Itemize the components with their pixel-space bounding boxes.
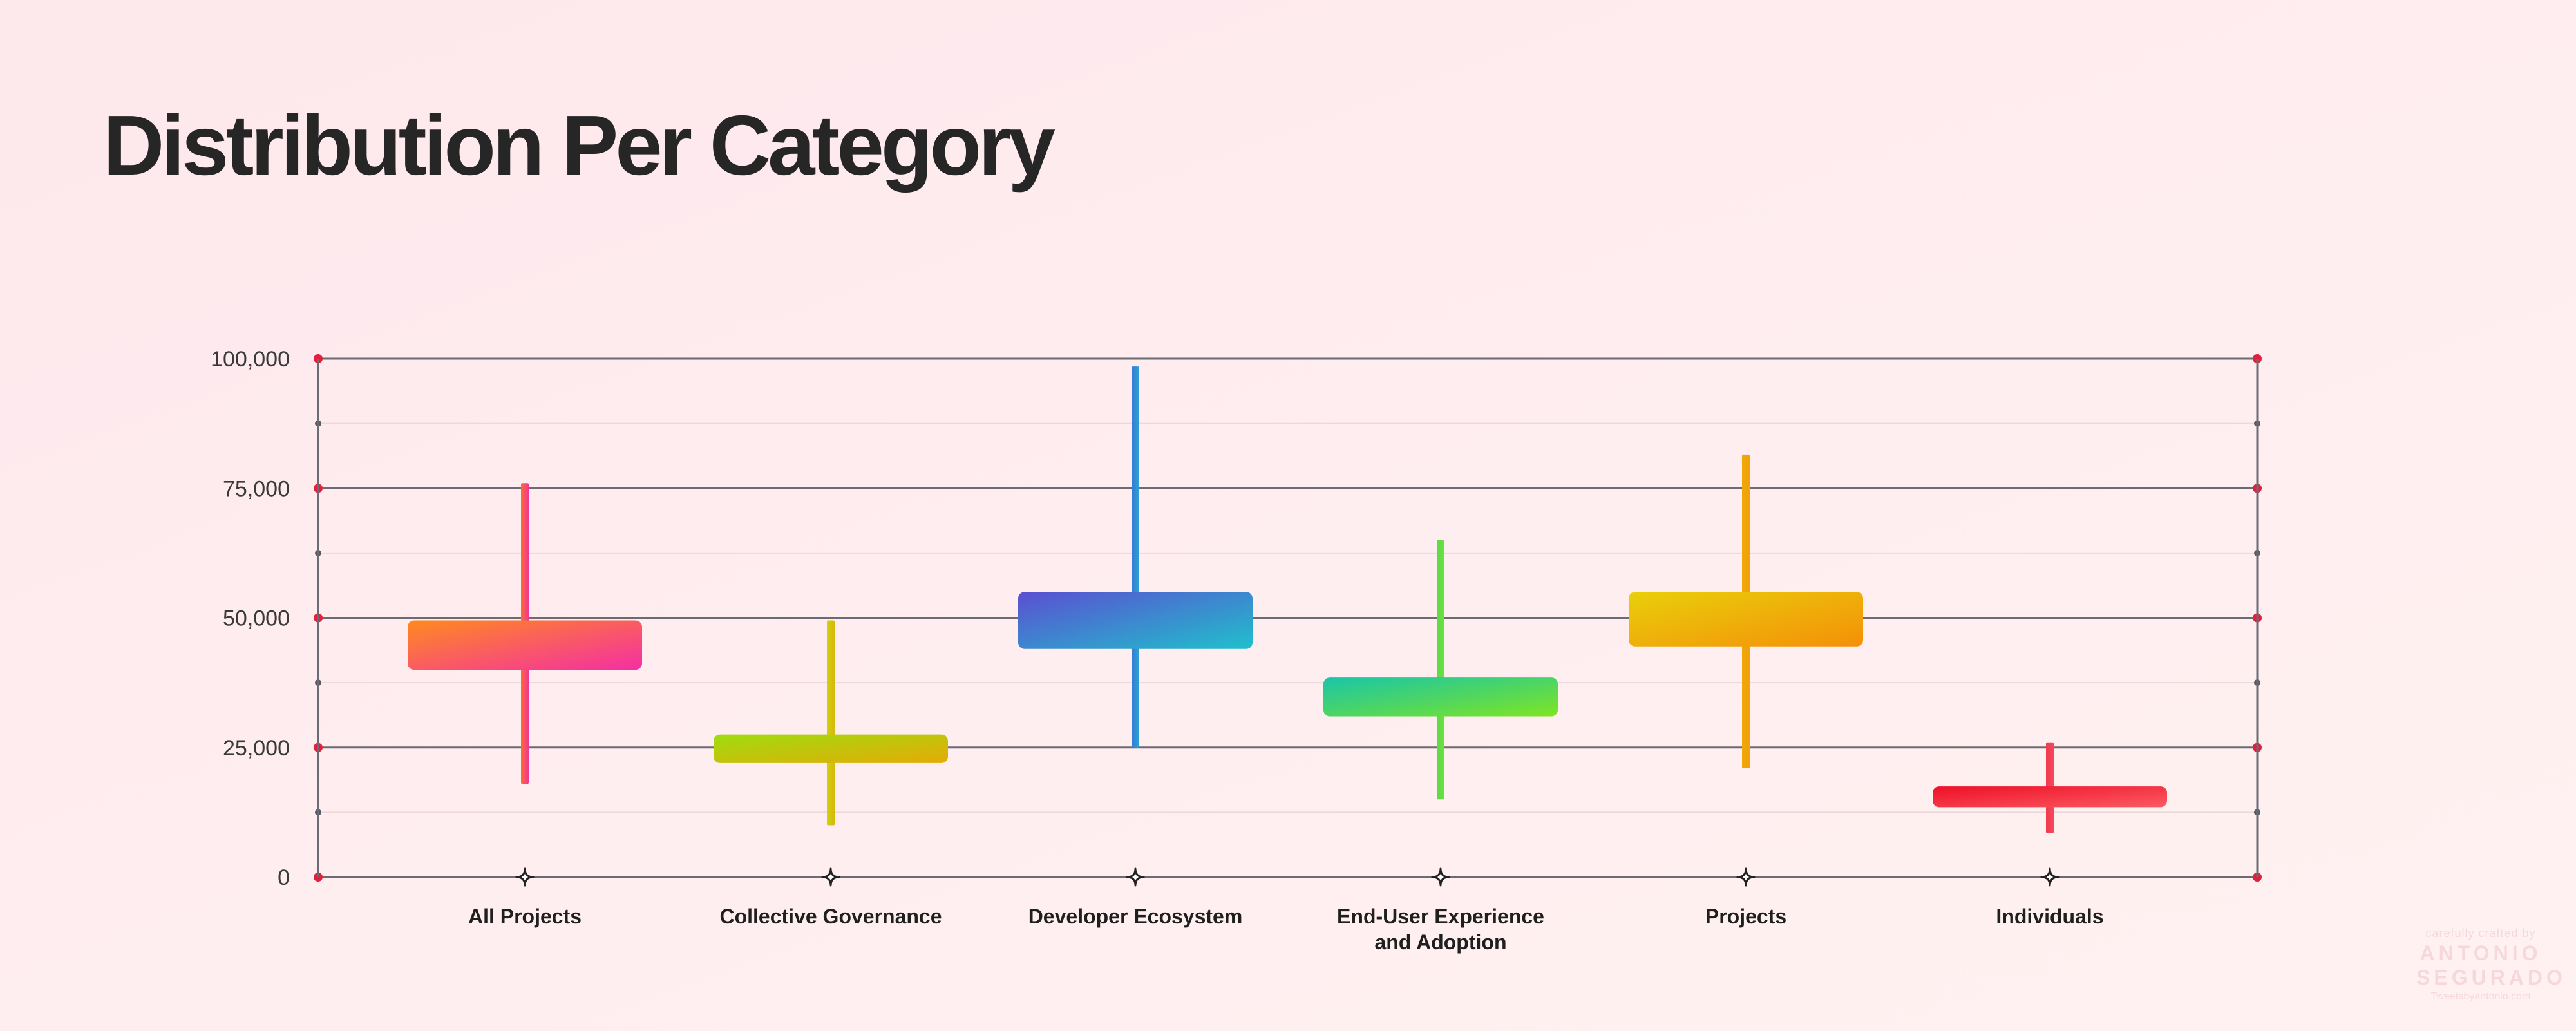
x-tick-marker <box>821 867 840 887</box>
page-title: Distribution Per Category <box>103 98 1056 193</box>
box-1 <box>714 620 948 826</box>
iqr-box <box>1018 592 1253 649</box>
x-category-label: Individuals <box>1996 905 2103 928</box>
x-category-label: and Adoption <box>1375 931 1507 954</box>
watermark-tagline: carefully crafted by <box>2425 927 2536 940</box>
iqr-box <box>1629 592 1863 647</box>
x-category-label: Collective Governance <box>719 905 942 928</box>
watermark-name-first: ANTONIO <box>2420 941 2542 965</box>
labels-layer: All Projects Collective Governance Develop… <box>468 867 2104 954</box>
x-category-label: End-User Experience <box>1337 905 1544 928</box>
x-category-label: All Projects <box>468 905 582 928</box>
iqr-box <box>1933 786 2167 808</box>
whisker <box>1132 366 1139 748</box>
watermark: carefully crafted by ANTONIO SEGURADO Tw… <box>2416 927 2566 1002</box>
y-tick-label: 50,000 <box>223 607 290 631</box>
iqr-box <box>1323 677 1558 717</box>
axis-layer: 0 25,000 50,000 75,000 100,000 <box>211 347 2259 890</box>
x-tick-marker <box>1126 867 1145 887</box>
y-tick-label: 75,000 <box>223 477 290 501</box>
x-tick-marker <box>1736 867 1756 887</box>
grid-layer <box>314 354 2262 882</box>
x-tick-marker <box>1431 867 1450 887</box>
box-5 <box>1933 742 2167 833</box>
x-tick-marker <box>515 867 535 887</box>
iqr-box <box>714 734 948 763</box>
boxes-layer <box>408 366 2167 833</box>
x-category-label: Developer Ecosystem <box>1028 905 1243 928</box>
y-tick-label: 25,000 <box>223 736 290 761</box>
watermark-url: Tweetsbyantonio.com <box>2430 991 2531 1002</box>
box-2 <box>1018 366 1253 748</box>
x-category-label: Projects <box>1705 905 1786 928</box>
box-4 <box>1629 454 1863 768</box>
x-tick-marker <box>2040 867 2060 887</box>
box-3 <box>1323 540 1558 800</box>
iqr-box <box>408 620 642 670</box>
whisker <box>827 620 835 826</box>
watermark-name-second: SEGURADO <box>2416 966 2566 989</box>
box-0 <box>408 483 642 784</box>
y-tick-label: 100,000 <box>211 347 290 372</box>
y-tick-label: 0 <box>278 865 290 890</box>
whisker <box>1437 540 1444 800</box>
